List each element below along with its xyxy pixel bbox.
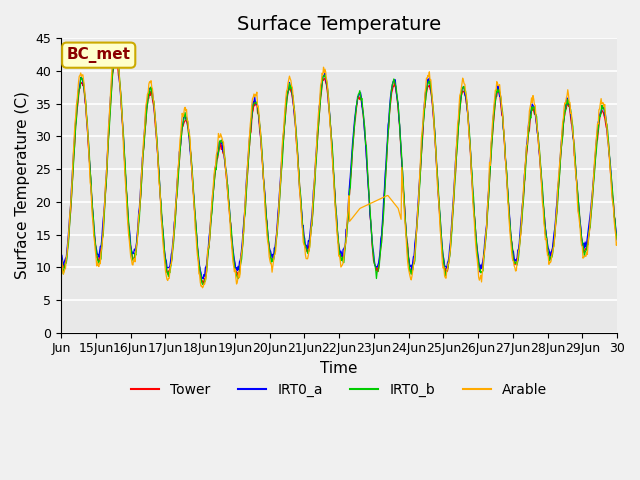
Text: BC_met: BC_met [67,47,131,63]
Y-axis label: Surface Temperature (C): Surface Temperature (C) [15,92,30,279]
Legend: Tower, IRT0_a, IRT0_b, Arable: Tower, IRT0_a, IRT0_b, Arable [126,377,552,402]
Title: Surface Temperature: Surface Temperature [237,15,441,34]
X-axis label: Time: Time [321,361,358,376]
